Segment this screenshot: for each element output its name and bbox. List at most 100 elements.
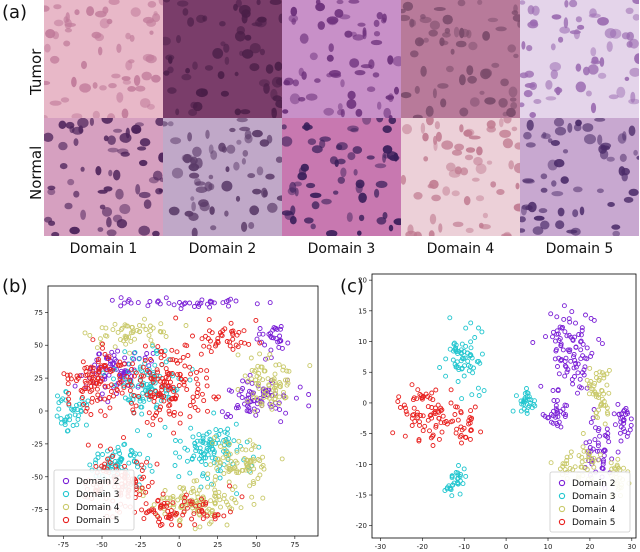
- point-domain-5: [409, 415, 415, 421]
- point-domain-5: [169, 347, 175, 353]
- panel-c-letter: (c): [340, 276, 364, 297]
- point-domain-4: [247, 437, 253, 443]
- point-domain-5: [96, 368, 102, 374]
- point-domain-4: [580, 444, 586, 450]
- point-domain-3: [122, 349, 128, 355]
- point-domain-4: [252, 368, 258, 374]
- point-domain-2: [615, 401, 621, 407]
- point-domain-4: [284, 382, 290, 388]
- point-domain-4: [170, 494, 176, 499]
- point-domain-4: [123, 323, 129, 329]
- point-domain-4: [212, 477, 218, 483]
- point-domain-3: [475, 385, 481, 391]
- point-domain-5: [142, 343, 148, 349]
- point-domain-3: [95, 451, 101, 457]
- point-domain-5: [148, 357, 153, 362]
- point-domain-2: [556, 371, 562, 377]
- point-domain-3: [112, 459, 118, 464]
- point-domain-4: [254, 395, 260, 401]
- point-domain-3: [522, 391, 528, 396]
- point-domain-2: [602, 448, 608, 454]
- y-tick-label: 20: [358, 277, 367, 285]
- point-domain-5: [212, 516, 218, 522]
- point-domain-5: [192, 405, 198, 410]
- point-domain-5: [448, 387, 454, 393]
- point-domain-5: [459, 440, 464, 446]
- point-domain-4: [248, 459, 254, 464]
- point-domain-4: [168, 495, 174, 501]
- point-domain-4: [222, 446, 228, 452]
- point-domain-4: [258, 364, 264, 370]
- point-domain-4: [606, 390, 612, 396]
- point-domain-5: [209, 330, 215, 336]
- point-domain-4: [259, 403, 265, 409]
- point-domain-5: [404, 411, 410, 417]
- point-domain-3: [58, 420, 64, 426]
- point-domain-4: [589, 459, 595, 465]
- point-domain-3: [447, 315, 453, 321]
- point-domain-5: [141, 516, 147, 522]
- point-domain-3: [453, 364, 459, 370]
- point-domain-5: [190, 333, 195, 339]
- point-domain-2: [246, 408, 252, 414]
- point-domain-5: [173, 315, 179, 321]
- y-tick-label: 0: [363, 399, 367, 407]
- point-domain-5: [139, 468, 145, 473]
- point-domain-2: [617, 430, 623, 436]
- point-domain-5: [416, 438, 422, 444]
- point-domain-2: [558, 408, 564, 414]
- point-domain-5: [127, 378, 133, 383]
- point-domain-5: [178, 376, 184, 382]
- point-domain-3: [211, 460, 217, 466]
- histology-image-tumor-domain-1: [44, 0, 163, 118]
- point-domain-4: [208, 519, 214, 525]
- point-domain-5: [129, 400, 135, 406]
- point-domain-3: [203, 462, 209, 467]
- point-domain-5: [94, 386, 100, 392]
- point-domain-4: [158, 329, 164, 335]
- point-domain-2: [258, 398, 264, 404]
- point-domain-5: [164, 503, 170, 509]
- point-domain-4: [591, 464, 597, 470]
- point-domain-3: [126, 460, 132, 466]
- point-domain-2: [278, 326, 283, 332]
- point-domain-4: [580, 431, 586, 436]
- point-domain-5: [141, 474, 146, 480]
- point-domain-3: [163, 388, 169, 394]
- point-domain-4: [183, 323, 189, 328]
- point-domain-3: [147, 432, 153, 438]
- point-domain-5: [108, 369, 114, 374]
- point-domain-4: [112, 321, 118, 327]
- point-domain-3: [117, 451, 123, 456]
- point-domain-5: [196, 503, 202, 508]
- point-domain-5: [401, 402, 407, 408]
- point-domain-5: [430, 443, 436, 448]
- point-domain-3: [176, 474, 182, 480]
- point-domain-5: [184, 505, 190, 511]
- point-domain-5: [117, 376, 123, 382]
- point-domain-5: [167, 512, 173, 518]
- point-domain-5: [414, 412, 420, 418]
- point-domain-4: [267, 352, 273, 357]
- point-domain-4: [146, 332, 152, 338]
- x-tick-label: -30: [375, 543, 386, 551]
- y-tick-label: 25: [34, 375, 43, 383]
- point-domain-2: [578, 339, 584, 345]
- point-domain-2: [596, 336, 602, 342]
- point-domain-4: [601, 372, 607, 378]
- point-domain-5: [66, 401, 72, 407]
- point-domain-5: [439, 407, 445, 413]
- point-domain-4: [236, 438, 242, 444]
- point-domain-4: [261, 387, 267, 393]
- point-domain-3: [140, 390, 146, 396]
- point-domain-3: [172, 463, 178, 468]
- point-domain-5: [156, 519, 162, 525]
- point-domain-5: [201, 398, 207, 404]
- point-domain-2: [554, 398, 560, 404]
- point-domain-4: [212, 435, 218, 440]
- point-domain-4: [195, 494, 201, 500]
- point-domain-3: [129, 448, 135, 454]
- point-domain-5: [390, 430, 396, 436]
- point-domain-2: [562, 358, 568, 364]
- point-domain-4: [245, 378, 251, 384]
